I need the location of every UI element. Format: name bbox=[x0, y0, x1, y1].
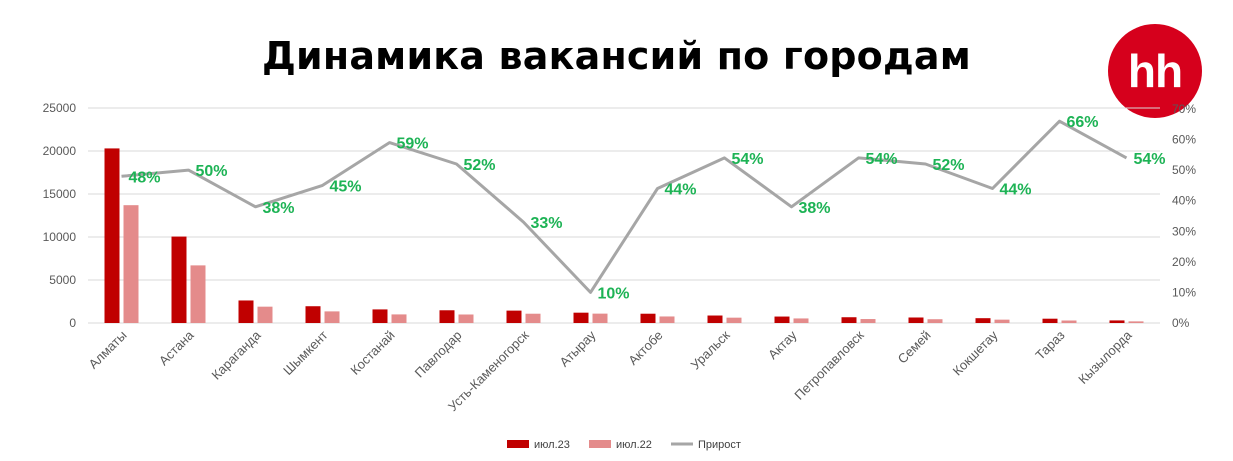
bar bbox=[324, 311, 340, 323]
bar bbox=[190, 265, 206, 323]
growth-data-label: 50% bbox=[196, 163, 228, 180]
growth-data-label: 33% bbox=[531, 215, 563, 232]
right-axis-tick-label: 40% bbox=[1172, 194, 1196, 208]
growth-data-label: 54% bbox=[732, 151, 764, 168]
bar bbox=[305, 306, 321, 323]
right-axis-tick-label: 0% bbox=[1172, 316, 1190, 330]
growth-data-label: 38% bbox=[799, 200, 831, 217]
left-axis-tick-label: 5000 bbox=[49, 273, 76, 287]
legend: июл.23 июл.22 Прирост bbox=[507, 439, 741, 451]
bar bbox=[123, 205, 139, 323]
category-label: Караганда bbox=[209, 327, 265, 383]
bar bbox=[994, 319, 1010, 323]
category-label: Семей bbox=[895, 328, 934, 367]
growth-line-path bbox=[121, 119, 1128, 294]
bar bbox=[975, 318, 991, 323]
growth-data-label: 59% bbox=[397, 136, 429, 153]
growth-line bbox=[121, 119, 1128, 294]
growth-data-label: 45% bbox=[330, 178, 362, 195]
bar bbox=[707, 315, 723, 323]
category-label: Астана bbox=[156, 327, 197, 368]
category-labels: Алматы Астана Караганда Шымкент Костанай Павл… bbox=[85, 327, 1135, 414]
bar bbox=[927, 319, 943, 323]
bar bbox=[1042, 318, 1058, 323]
left-axis-tick-label: 25000 bbox=[43, 101, 77, 115]
bar bbox=[391, 314, 407, 323]
growth-data-label: 66% bbox=[1067, 114, 1099, 131]
bar bbox=[860, 319, 876, 323]
bar bbox=[372, 309, 388, 323]
bar bbox=[104, 148, 120, 323]
right-axis-tick-label: 50% bbox=[1172, 163, 1196, 177]
category-label: Павлодар bbox=[412, 328, 465, 381]
bar bbox=[1061, 320, 1077, 323]
growth-data-label: 54% bbox=[866, 151, 898, 168]
chart-title: Динамика вакансий по городам bbox=[262, 34, 971, 78]
bar bbox=[908, 317, 924, 323]
legend-label: июл.23 bbox=[534, 439, 570, 451]
bar bbox=[774, 316, 790, 323]
category-label: Актобе bbox=[625, 328, 665, 368]
growth-data-label: 52% bbox=[933, 157, 965, 174]
bar bbox=[171, 236, 187, 323]
legend-label: Прирост bbox=[698, 439, 741, 451]
category-label: Шымкент bbox=[280, 327, 331, 378]
bar bbox=[1109, 320, 1125, 323]
category-label: Уральск bbox=[688, 327, 733, 372]
growth-data-label: 38% bbox=[263, 200, 295, 217]
bars bbox=[104, 148, 1144, 323]
growth-data-label: 52% bbox=[464, 157, 496, 174]
bar bbox=[506, 310, 522, 323]
legend-label: июл.22 bbox=[616, 439, 652, 451]
growth-data-label: 44% bbox=[1000, 181, 1032, 198]
left-axis-ticks: 0 5000 10000 15000 20000 25000 bbox=[43, 101, 77, 330]
category-label: Атырау bbox=[557, 327, 599, 369]
bar bbox=[573, 312, 589, 323]
left-axis-tick-label: 10000 bbox=[43, 230, 77, 244]
category-label: Кокшетау bbox=[950, 327, 1001, 378]
left-axis-tick-label: 20000 bbox=[43, 144, 77, 158]
bar bbox=[525, 313, 541, 323]
bar bbox=[659, 316, 675, 323]
category-label: Тараз bbox=[1032, 327, 1067, 362]
growth-data-label: 54% bbox=[1134, 151, 1166, 168]
growth-data-label: 10% bbox=[598, 285, 630, 302]
category-label: Костанай bbox=[347, 328, 397, 378]
right-axis-ticks: 0% 10% 20% 30% 40% 50% 60% 70% bbox=[1172, 102, 1196, 330]
growth-data-label: 48% bbox=[129, 169, 161, 186]
category-label: Актау bbox=[765, 327, 800, 362]
bar bbox=[257, 306, 273, 323]
category-label: Кызылорда bbox=[1075, 327, 1135, 387]
bar bbox=[841, 317, 857, 323]
left-axis-tick-label: 0 bbox=[69, 316, 76, 330]
legend-swatch bbox=[507, 440, 529, 448]
bar bbox=[592, 313, 608, 323]
bar bbox=[1128, 321, 1144, 323]
growth-labels: 48% 50% 38% 45% 59% 52% 33% 10% 44% 54% 38% 54% 52% 4… bbox=[129, 114, 1166, 302]
right-axis-tick-label: 20% bbox=[1172, 255, 1196, 269]
category-label: Петропавловск bbox=[791, 327, 866, 402]
right-axis-tick-label: 60% bbox=[1172, 133, 1196, 147]
right-axis-tick-label: 70% bbox=[1172, 102, 1196, 116]
left-axis-tick-label: 15000 bbox=[43, 187, 77, 201]
bar bbox=[793, 318, 809, 323]
bar bbox=[640, 313, 656, 323]
bar bbox=[238, 300, 254, 323]
growth-data-label: 44% bbox=[665, 181, 697, 198]
hh-logo: hh bbox=[1108, 24, 1202, 118]
bar bbox=[458, 314, 474, 323]
bar bbox=[439, 310, 455, 323]
right-axis-tick-label: 10% bbox=[1172, 285, 1196, 299]
category-label: Алматы bbox=[85, 328, 129, 372]
right-axis-tick-label: 30% bbox=[1172, 224, 1196, 238]
legend-swatch bbox=[589, 440, 611, 448]
bar bbox=[726, 317, 742, 323]
